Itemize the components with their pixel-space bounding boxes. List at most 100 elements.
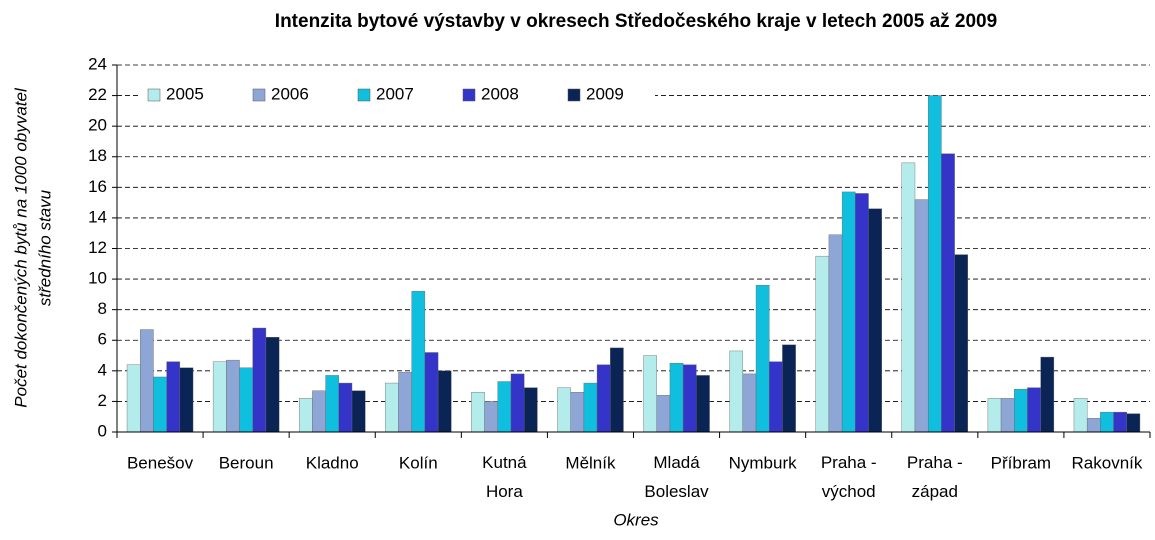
x-tick-label: Příbram xyxy=(991,453,1051,472)
bar xyxy=(252,327,267,433)
bar xyxy=(437,370,452,433)
bar xyxy=(312,390,326,433)
bar xyxy=(643,355,657,433)
bar xyxy=(1126,413,1141,433)
bar xyxy=(424,352,439,433)
bar xyxy=(325,375,340,433)
x-tick-label: Kladno xyxy=(306,453,359,472)
legend-label: 2008 xyxy=(481,84,519,103)
bar xyxy=(153,376,167,433)
bar xyxy=(557,387,571,433)
y-tick-label: 0 xyxy=(98,421,107,440)
y-tick-label: 12 xyxy=(88,238,107,257)
legend-swatch xyxy=(357,88,371,102)
bar xyxy=(140,329,154,433)
bar xyxy=(265,336,280,433)
bar xyxy=(927,95,942,433)
y-tick-label: 8 xyxy=(98,299,107,318)
bar xyxy=(166,361,181,433)
x-tick-label: Rakovník xyxy=(1072,453,1143,472)
y-axis-title: Počet dokončených bytů na 1000 obyvatel xyxy=(11,87,30,408)
bar xyxy=(484,401,498,433)
bar xyxy=(1100,411,1114,433)
legend-label: 2007 xyxy=(376,84,414,103)
legend-swatch xyxy=(147,88,161,102)
bar xyxy=(1040,356,1055,433)
bar xyxy=(1027,387,1041,433)
bar xyxy=(523,387,538,433)
bar xyxy=(682,364,697,433)
bar xyxy=(126,364,141,433)
y-tick-label: 16 xyxy=(88,177,107,196)
bar xyxy=(841,191,856,433)
bar xyxy=(497,381,512,433)
bar xyxy=(782,344,796,433)
bar xyxy=(351,390,366,433)
bar xyxy=(669,362,684,433)
x-tick-label: Praha -východ xyxy=(821,453,877,501)
legend-swatch xyxy=(567,88,581,102)
bar xyxy=(239,367,253,433)
bar xyxy=(901,162,916,433)
bar xyxy=(1014,388,1028,433)
bar xyxy=(1000,398,1015,433)
bar xyxy=(1086,418,1101,433)
chart-title: Intenzita bytové výstavby v okresech Stř… xyxy=(275,11,997,32)
y-tick-label: 18 xyxy=(88,146,107,165)
x-tick-label: Kolín xyxy=(399,453,438,472)
bar xyxy=(610,347,624,433)
bar xyxy=(696,375,710,433)
bar xyxy=(471,392,485,433)
bar xyxy=(815,255,830,433)
y-tick-label: 10 xyxy=(88,269,107,288)
bar xyxy=(338,382,353,433)
bar xyxy=(855,193,869,433)
y-tick-label: 6 xyxy=(98,330,107,349)
bar xyxy=(385,382,399,433)
bar xyxy=(729,350,744,433)
legend-label: 2009 xyxy=(586,84,624,103)
bar xyxy=(828,234,843,433)
bar xyxy=(954,254,968,433)
x-tick-label: Kutná Hora xyxy=(482,453,527,501)
x-tick-label: Mladá Boleslav xyxy=(644,453,709,501)
y-tick-label: 20 xyxy=(88,116,107,135)
bar xyxy=(179,367,194,433)
bar xyxy=(570,392,585,433)
y-tick-label: 24 xyxy=(88,54,107,73)
bar xyxy=(914,199,929,433)
bar xyxy=(755,285,770,433)
bar xyxy=(596,364,611,433)
bar xyxy=(510,373,525,433)
x-axis-title: Okres xyxy=(613,510,659,529)
bar xyxy=(656,395,671,433)
y-tick-label: 22 xyxy=(88,85,107,104)
x-tick-label: Nymburk xyxy=(729,453,798,472)
x-tick-label: Benešov xyxy=(127,453,194,472)
y-tick-label: 2 xyxy=(98,391,107,410)
bar xyxy=(987,398,1002,433)
x-tick-label: Beroun xyxy=(219,453,274,472)
bar xyxy=(769,361,783,433)
bar xyxy=(1073,398,1088,433)
bar xyxy=(299,398,313,433)
y-tick-label: 14 xyxy=(88,207,107,226)
y-axis-title: středního stavu xyxy=(35,189,54,306)
legend-label: 2005 xyxy=(166,84,204,103)
bar xyxy=(226,359,240,433)
x-tick-label: Praha -západ xyxy=(907,453,963,501)
bar xyxy=(411,291,426,433)
bar xyxy=(212,361,227,433)
legend-label: 2006 xyxy=(271,84,309,103)
bar xyxy=(868,208,882,433)
bar xyxy=(742,373,757,433)
bar xyxy=(583,382,598,433)
y-tick-label: 4 xyxy=(98,360,107,379)
legend-swatch xyxy=(462,88,476,102)
bar xyxy=(941,153,955,433)
bar xyxy=(1113,411,1127,433)
x-tick-label: Mělník xyxy=(565,453,616,472)
bar xyxy=(398,372,412,433)
legend-swatch xyxy=(252,88,266,102)
